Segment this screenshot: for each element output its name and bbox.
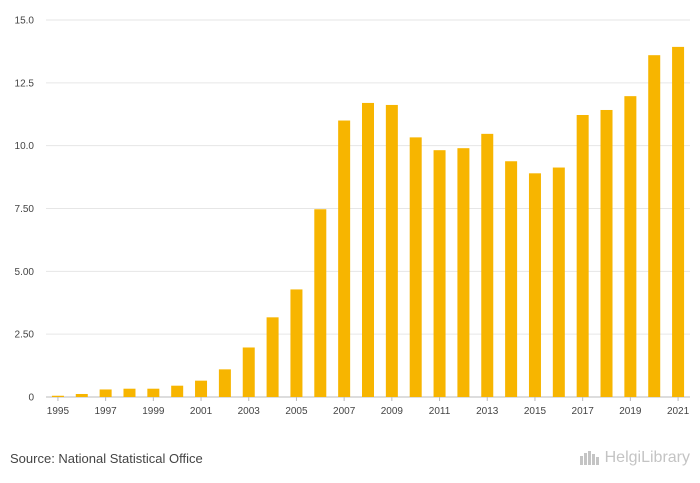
x-tick-label: 2013 <box>476 406 499 417</box>
bar-2010 <box>409 137 422 397</box>
bar-2013 <box>481 133 494 397</box>
x-axis: 1995 1997 1999 2001 2003 2005 2007 2009 2011 2013… <box>47 397 690 417</box>
x-tick-label: 1999 <box>142 406 165 417</box>
bar-2008 <box>362 102 374 397</box>
y-tick-label: 12.5 <box>15 78 35 89</box>
x-tick-label: 1997 <box>95 406 118 417</box>
bar-1998 <box>123 388 136 397</box>
bar-2021 <box>672 46 685 397</box>
bar-2018 <box>600 109 613 398</box>
bar-2000 <box>171 385 184 397</box>
bar-2001 <box>195 380 208 397</box>
bar-1996 <box>75 393 88 397</box>
bar-2016 <box>552 167 565 397</box>
x-tick-label: 1995 <box>47 406 70 417</box>
x-tick-label: 2021 <box>667 406 690 417</box>
y-tick-label: 2.50 <box>15 330 35 341</box>
x-tick-label: 2005 <box>285 406 308 417</box>
x-tick-label: 2003 <box>238 406 261 417</box>
bar-2003 <box>242 347 255 397</box>
bar-2017 <box>576 115 589 397</box>
bar-2011 <box>433 150 446 397</box>
bar-2014 <box>505 161 518 397</box>
source-note: Source: National Statistical Office <box>10 451 203 466</box>
bar-2012 <box>457 148 470 397</box>
bar-1997 <box>99 389 112 397</box>
bar-2015 <box>528 173 541 397</box>
library-icon <box>579 451 599 465</box>
bar-1995 <box>51 395 64 397</box>
bar-2006 <box>314 209 327 397</box>
bar-2020 <box>648 55 661 397</box>
x-tick-label: 2019 <box>619 406 642 417</box>
y-tick-label: 0 <box>28 393 34 404</box>
bar-chart: 0 2.50 5.00 7.50 10.0 12.5 15.0 1995 1997 1999 20… <box>15 16 690 417</box>
bar-2005 <box>290 289 303 397</box>
bar-2004 <box>266 317 279 397</box>
brand-name: HelgiLibrary <box>604 449 690 466</box>
bar-2002 <box>218 369 231 397</box>
x-tick-label: 2015 <box>524 406 547 417</box>
bar-1999 <box>147 388 160 397</box>
x-tick-label: 2007 <box>333 406 356 417</box>
y-tick-label: 10.0 <box>15 141 35 152</box>
x-tick-label: 2017 <box>572 406 595 417</box>
bar-2019 <box>624 96 637 398</box>
bar-2009 <box>385 104 398 397</box>
y-axis: 0 2.50 5.00 7.50 10.0 12.5 15.0 <box>15 16 35 404</box>
y-tick-label: 7.50 <box>15 204 35 215</box>
bars <box>51 46 685 398</box>
y-tick-label: 5.00 <box>15 267 35 278</box>
x-tick-label: 2001 <box>190 406 213 417</box>
y-tick-label: 15.0 <box>15 16 35 27</box>
brand-logo: HelgiLibrary <box>579 449 690 467</box>
bar-2007 <box>338 120 351 398</box>
x-tick-label: 2011 <box>429 406 451 417</box>
x-tick-label: 2009 <box>381 406 404 417</box>
